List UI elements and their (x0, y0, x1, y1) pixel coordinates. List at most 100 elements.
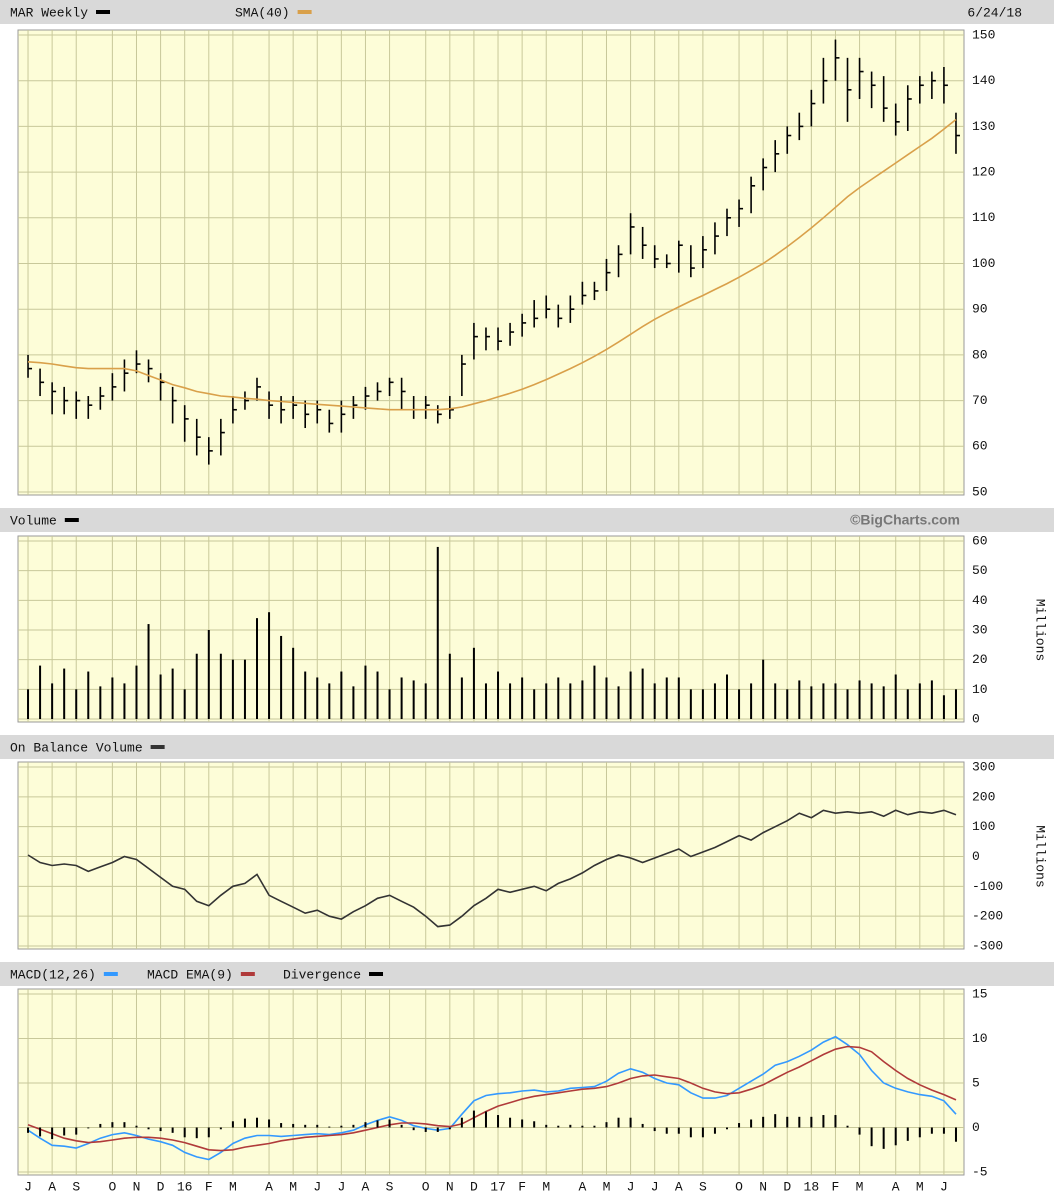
bar (738, 689, 741, 719)
y-tick-label: 40 (972, 593, 988, 608)
x-tick-label: N (133, 1179, 141, 1194)
legend-label: Divergence (283, 967, 361, 982)
legend-swatch (103, 972, 118, 976)
header-bar (0, 962, 1054, 986)
legend-label: On Balance Volume (10, 740, 143, 755)
bar (424, 1127, 427, 1132)
bar (243, 1118, 246, 1128)
bar (497, 671, 500, 719)
bar (954, 689, 957, 719)
bar (39, 665, 42, 719)
y-tick-label: 300 (972, 759, 995, 774)
y-tick-label: 0 (972, 711, 980, 726)
bar (256, 618, 258, 719)
bar (400, 1124, 403, 1128)
bar (147, 1127, 150, 1130)
bar (786, 689, 789, 719)
y-tick-label: 70 (972, 393, 988, 408)
bar (641, 668, 644, 719)
bar (292, 647, 295, 719)
bar (135, 665, 138, 719)
bar (665, 1127, 668, 1134)
x-tick-label: N (446, 1179, 454, 1194)
bar (27, 689, 30, 719)
bar (509, 683, 512, 719)
x-tick-label: 18 (804, 1179, 820, 1194)
bar (292, 1123, 295, 1128)
x-tick-label: A (578, 1179, 586, 1194)
bar (352, 686, 355, 719)
bar (484, 1111, 487, 1128)
bar (726, 674, 728, 719)
bar (87, 1127, 90, 1129)
x-tick-label: J (337, 1179, 345, 1194)
bar (762, 1116, 765, 1128)
plot-area (17, 761, 965, 950)
x-tick-label: D (470, 1179, 478, 1194)
y-tick-label: 10 (972, 682, 988, 697)
y-tick-label: 100 (972, 256, 995, 271)
x-tick-label: F (832, 1179, 840, 1194)
bar (677, 1127, 680, 1134)
bar (617, 686, 620, 719)
bar (412, 680, 415, 719)
y-tick-label: 110 (972, 210, 995, 225)
bar (846, 1125, 849, 1128)
bar (460, 1117, 463, 1128)
bar (111, 677, 114, 719)
date-label: 6/24/18 (967, 5, 1022, 20)
x-tick-label: M (229, 1179, 237, 1194)
x-tick-label: M (289, 1179, 297, 1194)
bar (159, 1127, 162, 1132)
y-tick-label: 60 (972, 533, 988, 548)
bar (906, 689, 909, 719)
y-axis-label: Millions (1033, 599, 1048, 661)
legend-swatch (240, 972, 255, 976)
bar (39, 1127, 42, 1137)
x-tick-label: O (422, 1179, 430, 1194)
x-tick-label: J (24, 1179, 32, 1194)
bar (762, 659, 765, 719)
credit: ©BigCharts.com (850, 512, 960, 528)
bar (219, 1127, 222, 1130)
line (27, 118, 957, 411)
y-tick-label: 140 (972, 73, 995, 88)
plot-area (17, 535, 965, 723)
y-tick-label: 50 (972, 484, 988, 499)
bar (75, 1127, 78, 1135)
bar (171, 668, 174, 719)
bar (569, 1124, 572, 1128)
x-tick-label: J (940, 1179, 948, 1194)
bar (834, 683, 837, 719)
bar (388, 689, 391, 719)
bar (509, 1117, 512, 1128)
bar (436, 1127, 439, 1132)
bar (376, 671, 379, 719)
bar (424, 683, 427, 719)
bar (75, 689, 78, 719)
bar (183, 689, 186, 719)
bar (448, 1127, 451, 1130)
y-tick-label: -300 (972, 938, 1003, 953)
bar (364, 1122, 367, 1128)
plot-area (17, 29, 965, 496)
bar (858, 680, 861, 719)
bar (545, 683, 548, 719)
x-tick-label: S (386, 1179, 394, 1194)
line (27, 809, 957, 928)
bar (605, 1122, 608, 1128)
bar (448, 653, 451, 719)
bar (713, 1127, 716, 1134)
bar (99, 686, 102, 719)
bar (942, 695, 945, 719)
bar (27, 1127, 30, 1133)
x-tick-label: O (108, 1179, 116, 1194)
bar (942, 1127, 945, 1134)
bar (677, 677, 680, 719)
legend-label: SMA(40) (235, 5, 290, 20)
bar (352, 1124, 355, 1128)
bar (798, 680, 801, 719)
bar (123, 683, 126, 719)
bar (533, 1121, 536, 1128)
bar (918, 1127, 921, 1138)
